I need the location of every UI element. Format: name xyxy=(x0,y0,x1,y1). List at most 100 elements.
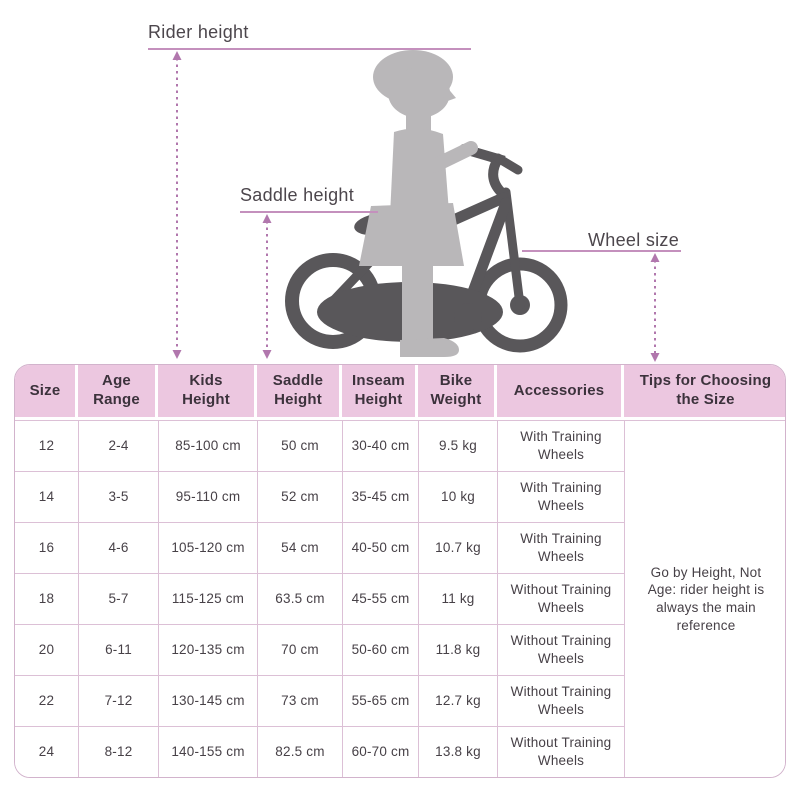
cell-saddle-height: 50 cm xyxy=(257,420,342,471)
column-header-tips: Tips for Choosing the Size xyxy=(624,365,785,420)
table-row: 12 2-4 85-100 cm 50 cm 30-40 cm 9.5 kg W… xyxy=(15,420,785,777)
cell-inseam-height: 50-60 cm xyxy=(342,624,418,675)
column-header-saddle-height: Saddle Height xyxy=(257,365,342,420)
bike-illustration xyxy=(285,144,568,353)
cell-age-range: 7-12 xyxy=(78,675,158,726)
tips-cell: Go by Height, Not Age: rider height is a… xyxy=(624,420,785,777)
top-tube xyxy=(387,192,509,253)
column-header-accessories: Accessories xyxy=(497,365,624,420)
front-fork xyxy=(501,187,525,310)
front-hub xyxy=(510,295,530,315)
cell-saddle-height: 52 cm xyxy=(257,471,342,522)
cell-saddle-height: 70 cm xyxy=(257,624,342,675)
cell-inseam-height: 40-50 cm xyxy=(342,522,418,573)
cell-size: 14 xyxy=(15,471,78,522)
neck xyxy=(406,104,431,140)
arrowhead-up xyxy=(172,51,182,60)
down-tube xyxy=(458,197,512,322)
cell-inseam-height: 60-70 cm xyxy=(342,726,418,777)
cell-accessories: Without Training Wheels xyxy=(497,726,624,777)
cell-kids-height: 105-120 cm xyxy=(158,522,257,573)
chainguard xyxy=(317,282,503,342)
cell-age-range: 8-12 xyxy=(78,726,158,777)
cell-age-range: 2-4 xyxy=(78,420,158,471)
cell-age-range: 3-5 xyxy=(78,471,158,522)
arrowhead-up xyxy=(262,214,272,223)
cell-inseam-height: 35-45 cm xyxy=(342,471,418,522)
handlebar xyxy=(459,144,508,199)
cell-size: 12 xyxy=(15,420,78,471)
cell-bike-weight: 11 kg xyxy=(418,573,497,624)
cell-size: 16 xyxy=(15,522,78,573)
table-row: 22 7-12 130-145 cm 73 cm 55-65 cm 12.7 k… xyxy=(15,675,785,726)
table-row: 16 4-6 105-120 cm 54 cm 40-50 cm 10.7 kg… xyxy=(15,522,785,573)
header-row: Size Age Range Kids Height Saddle Height… xyxy=(15,365,785,420)
front-wheel xyxy=(472,257,568,353)
cell-kids-height: 95-110 cm xyxy=(158,471,257,522)
cell-kids-height: 85-100 cm xyxy=(158,420,257,471)
cell-saddle-height: 73 cm xyxy=(257,675,342,726)
cell-kids-height: 120-135 cm xyxy=(158,624,257,675)
cell-inseam-height: 30-40 cm xyxy=(342,420,418,471)
cell-size: 24 xyxy=(15,726,78,777)
leg xyxy=(402,258,433,342)
saddle-height-label: Saddle height xyxy=(240,185,354,205)
cell-kids-height: 115-125 cm xyxy=(158,573,257,624)
cell-accessories: Without Training Wheels xyxy=(497,624,624,675)
cell-bike-weight: 12.7 kg xyxy=(418,675,497,726)
nose xyxy=(442,86,456,103)
column-header-age-range: Age Range xyxy=(78,365,158,420)
arrowhead-up xyxy=(650,253,660,262)
helmet xyxy=(373,50,453,104)
table-row: 18 5-7 115-125 cm 63.5 cm 45-55 cm 11 kg… xyxy=(15,573,785,624)
rear-wheel xyxy=(285,253,381,349)
cell-accessories: With Training Wheels xyxy=(497,471,624,522)
saddle xyxy=(354,212,406,236)
shorts xyxy=(359,203,464,266)
handlebar-stub xyxy=(493,153,523,175)
cell-inseam-height: 45-55 cm xyxy=(342,573,418,624)
rider-height-label: Rider height xyxy=(148,22,249,42)
wheel-size-label: Wheel size xyxy=(588,230,680,250)
cell-accessories: With Training Wheels xyxy=(497,420,624,471)
torso xyxy=(390,128,449,216)
seat-post xyxy=(380,227,397,258)
cell-accessories: With Training Wheels xyxy=(497,522,624,573)
table-row: 14 3-5 95-110 cm 52 cm 35-45 cm 10 kg Wi… xyxy=(15,471,785,522)
arm xyxy=(427,141,478,173)
chain-stay xyxy=(328,296,469,321)
column-header-kids-height: Kids Height xyxy=(158,365,257,420)
cell-saddle-height: 54 cm xyxy=(257,522,342,573)
table-row: 24 8-12 140-155 cm 82.5 cm 60-70 cm 13.8… xyxy=(15,726,785,777)
cell-bike-weight: 13.8 kg xyxy=(418,726,497,777)
head xyxy=(388,68,450,118)
size-chart-table: Size Age Range Kids Height Saddle Height… xyxy=(14,364,786,778)
cell-saddle-height: 63.5 cm xyxy=(257,573,342,624)
child-silhouette xyxy=(359,50,478,357)
cell-size: 18 xyxy=(15,573,78,624)
cell-accessories: Without Training Wheels xyxy=(497,573,624,624)
cell-age-range: 5-7 xyxy=(78,573,158,624)
cell-size: 20 xyxy=(15,624,78,675)
column-header-inseam-height: Inseam Height xyxy=(342,365,418,420)
table-row: 20 6-11 120-135 cm 70 cm 50-60 cm 11.8 k… xyxy=(15,624,785,675)
cell-age-range: 4-6 xyxy=(78,522,158,573)
cell-kids-height: 130-145 cm xyxy=(158,675,257,726)
cell-kids-height: 140-155 cm xyxy=(158,726,257,777)
cell-size: 22 xyxy=(15,675,78,726)
measurement-lines xyxy=(148,48,681,362)
crank xyxy=(454,303,482,331)
arrowhead-down xyxy=(172,350,182,359)
cell-bike-weight: 10 kg xyxy=(418,471,497,522)
cell-age-range: 6-11 xyxy=(78,624,158,675)
cell-bike-weight: 10.7 kg xyxy=(418,522,497,573)
seat-stay xyxy=(328,238,393,306)
cell-accessories: Without Training Wheels xyxy=(497,675,624,726)
column-header-bike-weight: Bike Weight xyxy=(418,365,497,420)
cell-bike-weight: 11.8 kg xyxy=(418,624,497,675)
shoe xyxy=(400,338,459,357)
arrowhead-down xyxy=(650,353,660,362)
column-header-size: Size xyxy=(15,365,78,420)
arrowhead-down xyxy=(262,350,272,359)
